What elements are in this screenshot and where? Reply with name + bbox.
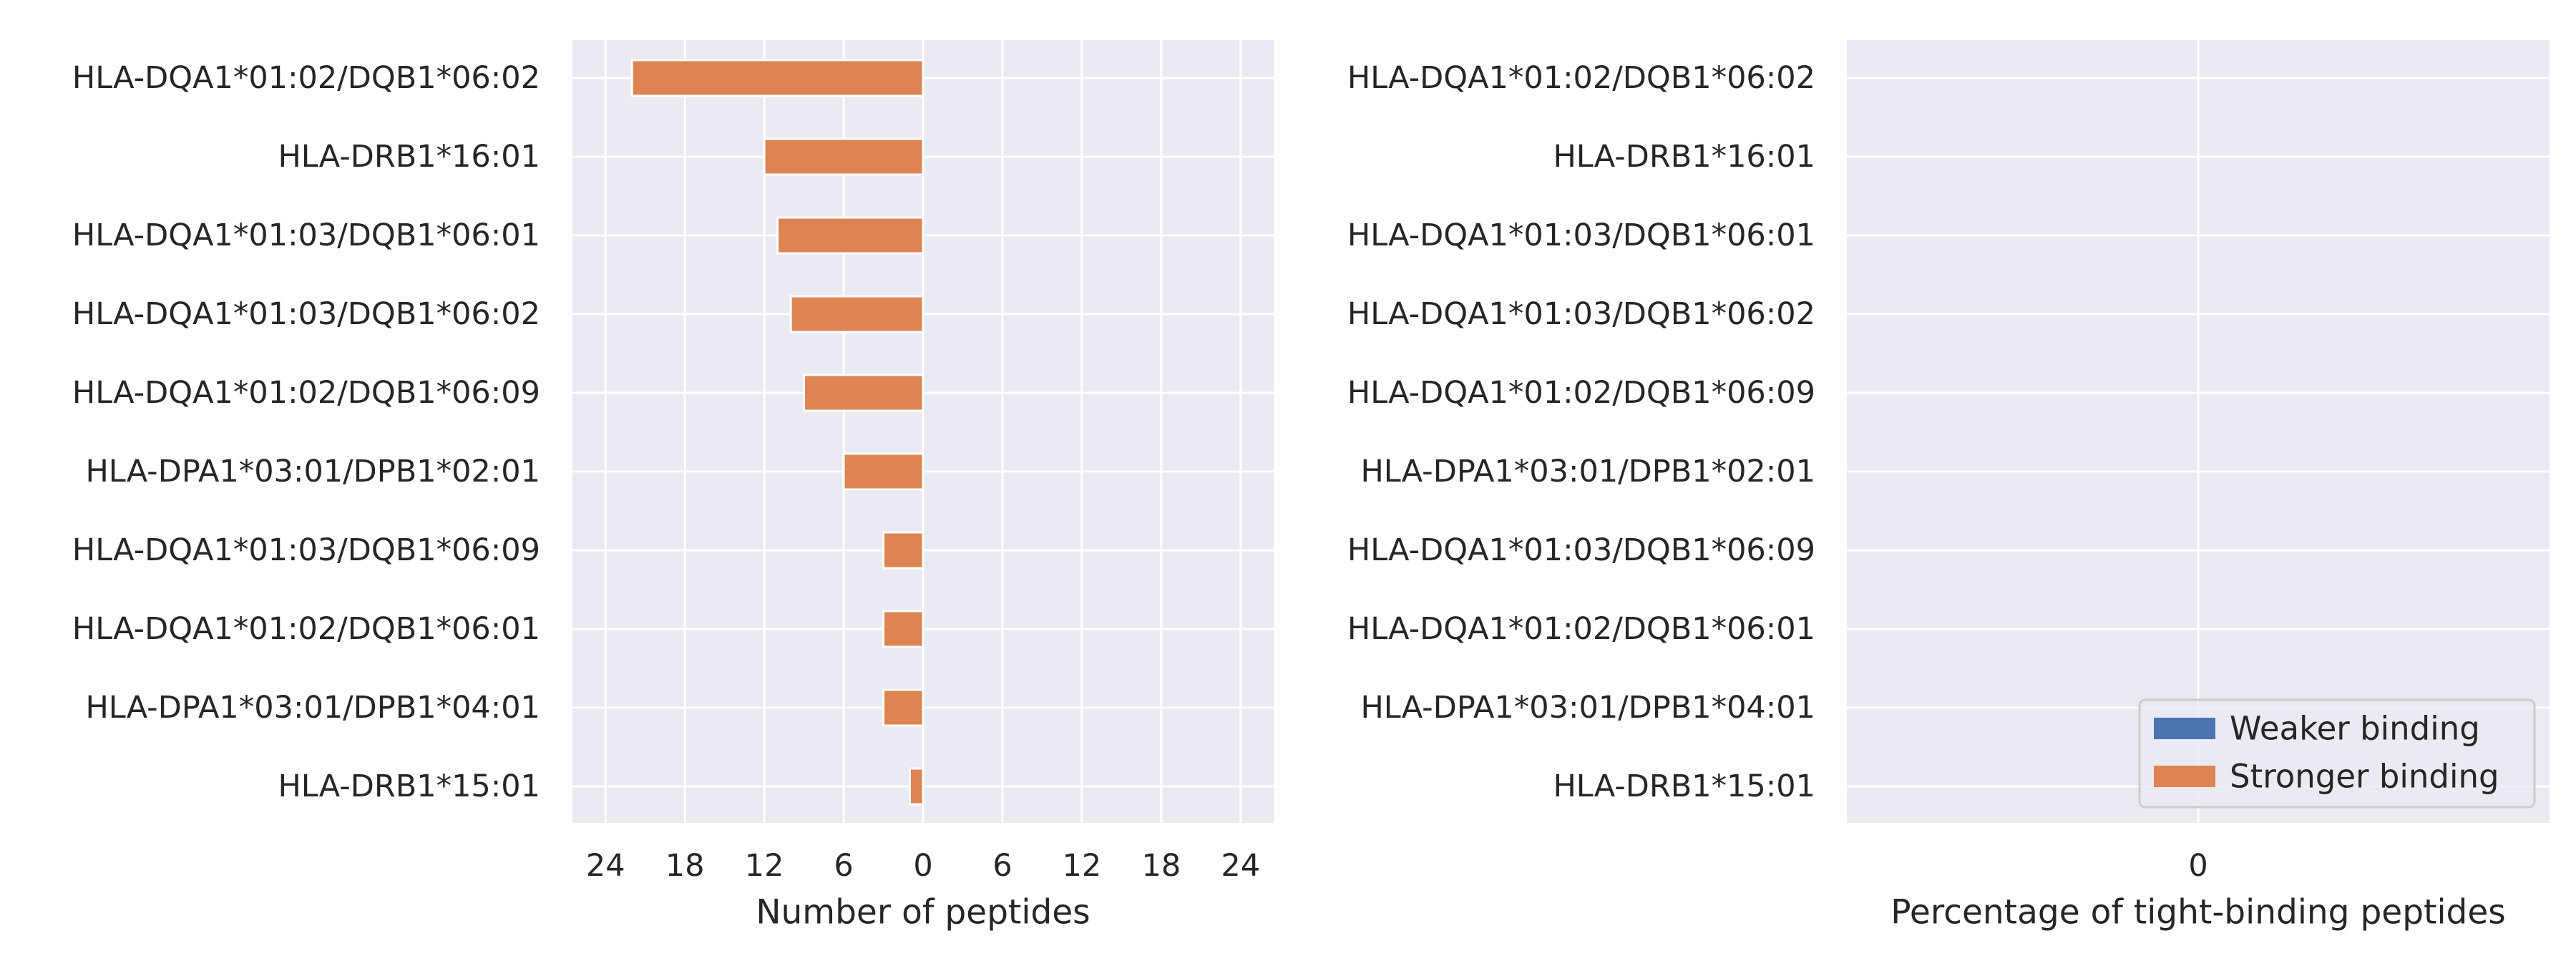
bar-stronger-binding [909, 767, 924, 806]
x-axis-label: Number of peptides [756, 893, 1090, 932]
legend-label: Stronger binding [2230, 758, 2499, 796]
y-tick-label: HLA-DRB1*15:01 [1553, 769, 1815, 804]
bar-stronger-binding [763, 137, 924, 176]
x-tick-label: 0 [913, 848, 932, 884]
x-tick-label: 24 [586, 848, 625, 884]
y-tick-label: HLA-DQA1*01:02/DQB1*06:09 [1347, 375, 1815, 411]
legend-box [2138, 698, 2536, 809]
y-tick-label: HLA-DQA1*01:03/DQB1*06:02 [72, 296, 540, 332]
y-tick-label: HLA-DQA1*01:03/DQB1*06:02 [1347, 296, 1815, 332]
x-tick-label: 0 [2188, 848, 2207, 884]
y-tick-label: HLA-DPA1*03:01/DPB1*04:01 [85, 690, 540, 726]
y-tick-label: HLA-DQA1*01:02/DQB1*06:02 [1347, 60, 1815, 96]
y-tick-label: HLA-DQA1*01:02/DQB1*06:09 [72, 375, 540, 411]
y-tick-label: HLA-DQA1*01:02/DQB1*06:01 [1347, 611, 1815, 647]
x-axis-label: Percentage of tight-binding peptides [1890, 893, 2506, 932]
bar-stronger-binding [882, 610, 924, 648]
x-tick-label: 18 [1141, 848, 1181, 884]
legend-label: Weaker binding [2230, 710, 2480, 748]
bar-stronger-binding [842, 452, 924, 491]
y-tick-label: HLA-DQA1*01:03/DQB1*06:09 [72, 532, 540, 568]
y-tick-label: HLA-DPA1*03:01/DPB1*04:01 [1360, 690, 1815, 726]
y-tick-label: HLA-DQA1*01:03/DQB1*06:09 [1347, 532, 1815, 568]
x-tick-label: 6 [834, 848, 853, 884]
x-tick-label: 24 [1221, 848, 1260, 884]
y-tick-label: HLA-DRB1*16:01 [1553, 139, 1815, 175]
right-panel: HLA-DQA1*01:02/DQB1*06:02 HLA-DRB1*16:01 H… [1347, 40, 2550, 932]
bar-stronger-binding [789, 295, 924, 333]
bar-stronger-binding [803, 374, 924, 412]
left-panel: HLA-DQA1*01:02/DQB1*06:02 HLA-DRB1*16:01 H… [72, 40, 1274, 932]
y-tick-label: HLA-DQA1*01:03/DQB1*06:01 [1347, 218, 1815, 253]
y-tick-label: HLA-DQA1*01:02/DQB1*06:02 [72, 60, 540, 96]
bar-stronger-binding [882, 688, 924, 727]
y-tick-label: HLA-DQA1*01:02/DQB1*06:01 [72, 611, 540, 647]
y-tick-label: HLA-DRB1*15:01 [278, 769, 540, 804]
bar-stronger-binding [882, 531, 924, 570]
x-tick-label: 6 [992, 848, 1012, 884]
x-tick-label: 12 [1063, 848, 1102, 884]
legend: Weaker binding Stronger binding [2138, 698, 2536, 809]
bar-stronger-binding [630, 59, 924, 97]
legend-swatch [2154, 718, 2215, 739]
y-tick-label: HLA-DRB1*16:01 [278, 139, 540, 175]
y-tick-label: HLA-DPA1*03:01/DPB1*02:01 [1360, 454, 1815, 489]
x-tick-label: 18 [665, 848, 705, 884]
y-tick-label: HLA-DQA1*01:03/DQB1*06:01 [72, 218, 540, 253]
legend-swatch [2154, 766, 2215, 787]
bar-stronger-binding [776, 216, 924, 255]
x-tick-label: 12 [745, 848, 784, 884]
y-tick-label: HLA-DPA1*03:01/DPB1*02:01 [85, 454, 540, 489]
